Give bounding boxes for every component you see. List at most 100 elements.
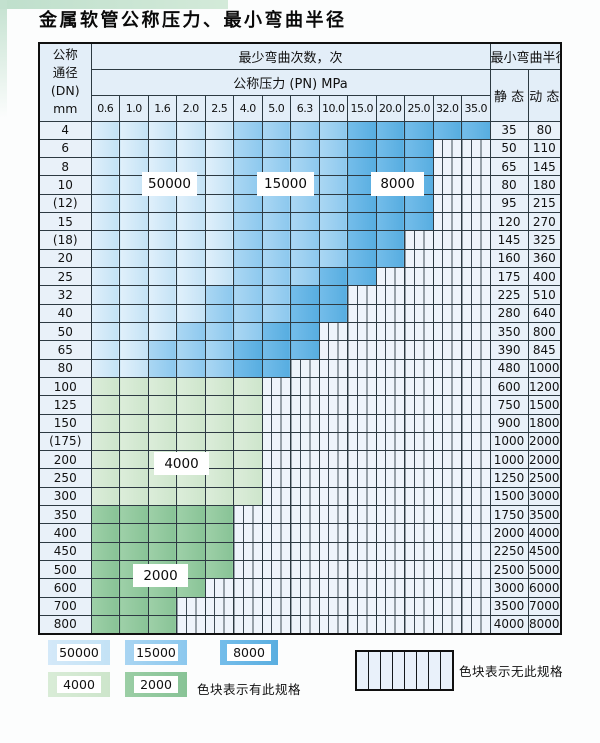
table-row-dn-32: 32 225 510 [38,285,562,305]
no-spec-cell [261,523,291,543]
spec-cell-50000 [119,285,149,305]
spec-cell-50000 [119,193,149,214]
spec-cell-4000 [119,468,149,488]
spec-cell-4000 [233,413,263,433]
no-spec-cell [290,468,320,488]
spec-cell-2000 [90,523,120,543]
no-spec-cell [404,578,434,598]
cycle-label-15000: 15000 [257,172,314,196]
spec-cell-4000 [90,468,120,488]
spec-cell-50000 [176,230,206,250]
spec-cell-4000 [204,431,234,452]
spec-cell-4000 [90,413,120,433]
no-spec-cell [404,523,434,543]
no-spec-cell [432,376,462,397]
no-spec-cell [290,505,320,525]
dn-cell: 400 [38,523,92,543]
spec-cell-15000 [318,120,348,140]
table-row-dn-80: 80 480 1000 [38,358,562,378]
static-radius-cell: 120 [489,212,529,232]
spec-cell-8000 [347,193,377,214]
spec-cell-50000 [90,358,120,378]
dn-cell: 700 [38,596,92,616]
dn-cell: 6 [38,138,92,159]
no-spec-cell [261,578,291,598]
header-pressure-15.0: 15.0 [347,94,377,122]
dynamic-radius-cell: 1000 [527,358,562,378]
spec-cell-4000 [147,486,177,507]
no-spec-cell [375,303,405,323]
spec-cell-2000 [176,541,206,562]
spec-cell-4000 [204,468,234,488]
static-radius-cell: 1000 [489,450,529,470]
spec-cell-50000 [147,266,177,287]
dynamic-radius-cell: 270 [527,212,562,232]
header-pressure-35.0: 35.0 [461,94,491,122]
no-spec-cell [261,431,291,452]
spec-cell-50000 [204,212,234,232]
no-spec-cell [404,450,434,470]
spec-cell-2000 [90,578,120,598]
static-radius-cell: 1000 [489,431,529,452]
no-spec-cell [461,266,491,287]
spec-cell-4000 [119,413,149,433]
static-radius-cell: 2000 [489,523,529,543]
header-nominal-pressure: 公称压力 (PN) MPa [90,68,491,96]
spec-cell-50000 [90,230,120,250]
no-spec-cell [432,266,462,287]
static-radius-cell: 480 [489,358,529,378]
table-row-dn-100: 100 600 1200 [38,376,562,397]
dynamic-radius-cell: 1200 [527,376,562,397]
dynamic-radius-cell: 510 [527,285,562,305]
no-spec-cell [404,413,434,433]
header-dn-line1: 公称 [52,47,78,62]
table-row-dn-450: 450 2250 4500 [38,541,562,562]
spec-cell-2000 [176,523,206,543]
no-spec-cell [461,303,491,323]
spec-cell-50000 [147,157,177,177]
no-spec-cell [261,450,291,470]
static-radius-cell: 600 [489,376,529,397]
no-spec-cell [432,505,462,525]
header-pressure-1.6: 1.6 [147,94,177,122]
dn-cell: 600 [38,578,92,598]
spec-cell-50000 [119,266,149,287]
spec-cell-15000 [290,266,320,287]
spec-cell-50000 [147,321,177,342]
no-spec-cell [290,559,320,580]
no-spec-cell [375,486,405,507]
no-spec-cell [261,614,291,635]
no-spec-cell [318,614,348,635]
header-pressure-2.0: 2.0 [176,94,206,122]
spec-cell-50000 [119,120,149,140]
no-spec-cell [404,321,434,342]
spec-cell-15000 [290,157,320,177]
spec-cell-4000 [119,486,149,507]
spec-cell-4000 [233,431,263,452]
spec-cell-15000 [290,212,320,232]
spec-cell-50000 [204,120,234,140]
no-spec-cell [461,614,491,635]
no-spec-cell [404,340,434,360]
no-spec-cell [404,303,434,323]
no-spec-cell [375,358,405,378]
spec-cell-15000 [204,340,234,360]
dynamic-radius-cell: 110 [527,138,562,159]
spec-cell-4000 [176,376,206,397]
static-radius-cell: 280 [489,303,529,323]
spec-cell-15000 [176,358,206,378]
no-spec-cell [404,230,434,250]
dynamic-radius-cell: 80 [527,120,562,140]
dn-cell: 4 [38,120,92,140]
spec-cell-4000 [233,450,263,470]
spec-cell-15000 [233,157,263,177]
spec-cell-4000 [204,395,234,415]
spec-cell-50000 [90,120,120,140]
spec-cell-15000 [318,230,348,250]
spec-cell-15000 [290,230,320,250]
no-spec-cell [204,578,234,598]
no-spec-cell [375,596,405,616]
no-spec-cell [290,578,320,598]
no-spec-cell [290,395,320,415]
